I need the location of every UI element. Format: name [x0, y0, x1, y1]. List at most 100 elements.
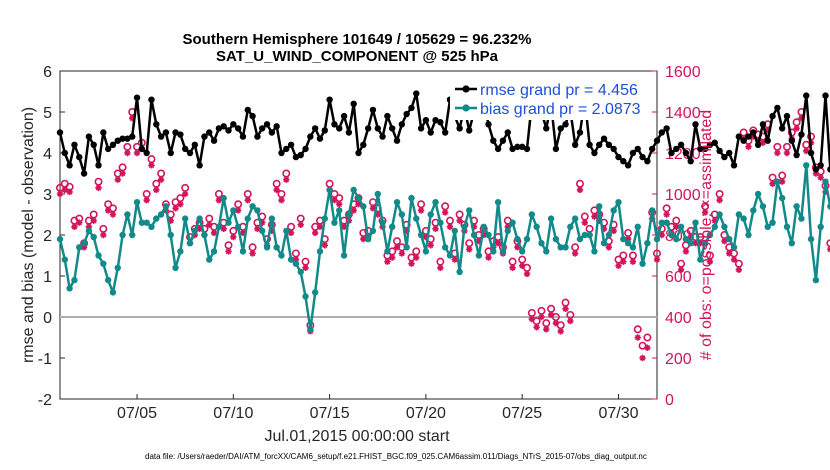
bias-point [480, 223, 487, 230]
rmse-point [350, 100, 357, 108]
y2-tick-label: 1000 [665, 187, 701, 204]
rmse-point [129, 133, 136, 140]
bias-point [576, 235, 584, 243]
obs-possible-point [715, 190, 724, 199]
bias-point [774, 178, 781, 185]
bias-point [793, 203, 800, 210]
rmse-point [398, 121, 406, 128]
bias-point [769, 219, 776, 226]
rmse-point [210, 137, 218, 144]
obs-assimilated-point [494, 240, 502, 247]
rmse-point [827, 166, 830, 173]
bias-point [201, 231, 208, 239]
bias-point [745, 231, 752, 239]
rmse-point [215, 125, 223, 132]
obs-assimilated-point [509, 264, 516, 271]
rmse-point [273, 123, 280, 130]
obs-assimilated-point [557, 328, 564, 335]
y-tick-label: -1 [38, 351, 52, 368]
obs-assimilated-point [71, 223, 78, 230]
rmse-point [220, 123, 227, 130]
rmse-point [355, 149, 362, 157]
bias-point [807, 235, 815, 243]
bias-point [567, 223, 574, 230]
bias-point [191, 227, 199, 235]
bias-point [181, 215, 189, 222]
bias-point [735, 211, 743, 218]
y2-tick-label: 400 [665, 310, 692, 327]
rmse-point [201, 133, 208, 140]
y-tick-label: 3 [43, 187, 52, 204]
bias-point [379, 219, 386, 226]
bias-point [311, 289, 319, 296]
obs-assimilated-point [408, 260, 415, 267]
bias-point [167, 231, 174, 239]
axis-ticks: -2-1012345602004006008001000120014001600… [38, 64, 701, 422]
obs-assimilated-point [157, 176, 165, 183]
bias-point [673, 235, 680, 243]
obs-assimilated-point [114, 176, 121, 183]
obs-assimilated-point [177, 201, 184, 208]
bias-point [273, 244, 280, 251]
rmse-point [56, 129, 64, 136]
obs-assimilated-point [605, 244, 613, 251]
bias-point [61, 256, 69, 263]
obs-assimilated-point [66, 188, 73, 196]
bias-point [364, 235, 372, 243]
rmse-point [109, 141, 117, 148]
bias-point [283, 227, 290, 235]
obs-assimilated-point [340, 223, 348, 230]
obs-assimilated-point [374, 211, 381, 218]
rmse-point [687, 158, 694, 165]
obs-assimilated-point [239, 229, 247, 237]
bias-point [244, 215, 251, 222]
rmse-point [292, 153, 300, 161]
obs-assimilated-point [504, 223, 511, 230]
bias-point [307, 326, 314, 333]
obs-assimilated-point [812, 170, 820, 177]
bias-point [803, 162, 810, 169]
bias-point [586, 231, 593, 239]
bias-point [624, 240, 632, 247]
obs-assimilated-point [191, 231, 199, 239]
rmse-point [225, 127, 232, 134]
y2-tick-label: 1600 [665, 64, 701, 81]
bias-point [210, 248, 218, 255]
obs-assimilated-point [336, 201, 343, 208]
obs-assimilated-point [350, 207, 357, 214]
rmse-point [658, 129, 666, 136]
rmse-point [114, 137, 121, 144]
bias-point [408, 194, 415, 202]
plot-area [59, 70, 658, 400]
obs-assimilated-point [615, 262, 622, 269]
rmse-point [677, 141, 685, 148]
obs-assimilated-point [384, 258, 391, 265]
bias-point [133, 199, 141, 206]
rmse-point [331, 121, 338, 128]
bias-point [90, 233, 97, 241]
rmse-point [119, 135, 126, 142]
obs-assimilated-point [629, 258, 637, 265]
obs-assimilated-point [798, 114, 805, 122]
obs-assimilated-point [311, 229, 319, 237]
bias-point [100, 260, 107, 267]
bias-point [66, 285, 73, 292]
bias-point [639, 260, 646, 267]
rmse-point [234, 125, 242, 132]
bias-point [157, 211, 165, 218]
obs-assimilated-point [518, 262, 526, 269]
obs-assimilated-point [745, 143, 752, 151]
bias-point [778, 194, 786, 202]
rmse-point [360, 141, 367, 148]
obs-assimilated-point [701, 209, 709, 216]
obs-assimilated-point [759, 139, 767, 146]
obs-possible-point [773, 142, 782, 151]
rmse-point [456, 125, 463, 132]
bias-point [230, 207, 237, 214]
obs-assimilated-point [413, 254, 420, 261]
bias-point [677, 223, 685, 230]
rmse-point [514, 143, 521, 151]
rmse-point [523, 145, 531, 153]
bias-point [148, 223, 155, 230]
obs-assimilated-point [119, 170, 126, 177]
